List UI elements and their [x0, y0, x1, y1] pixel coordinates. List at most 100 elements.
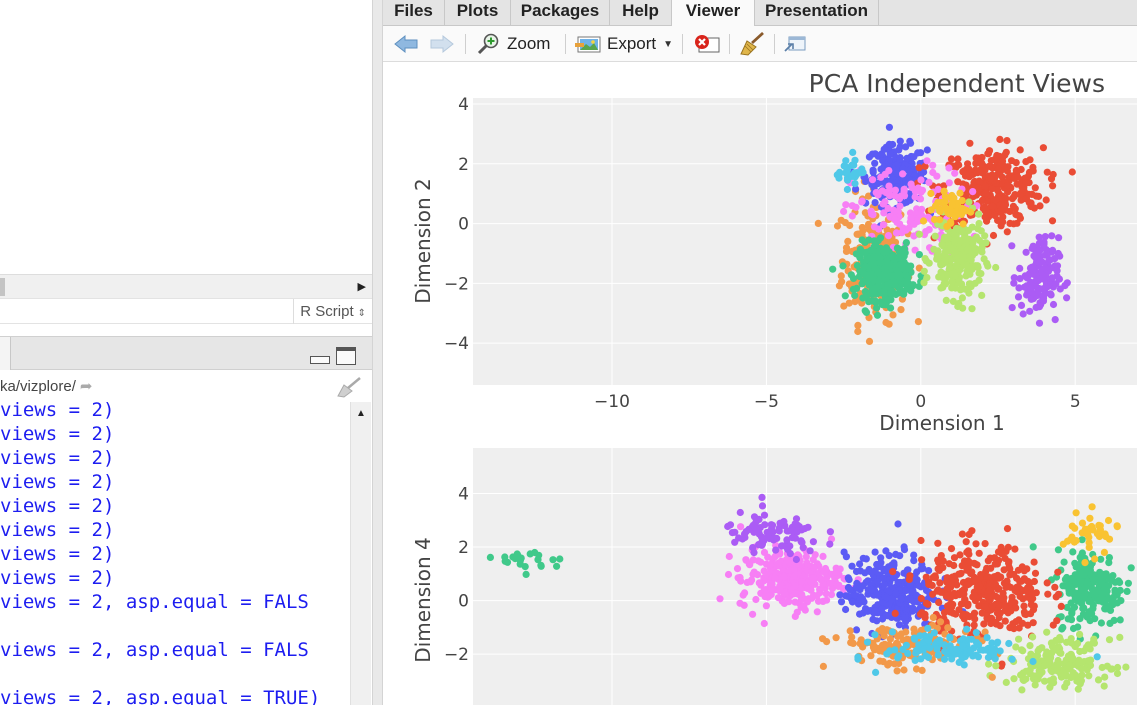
scatter-point — [875, 282, 883, 290]
tab-help[interactable]: Help — [610, 0, 672, 26]
y-tick-label: −2 — [444, 274, 469, 294]
scatter-point — [965, 558, 974, 566]
scatter-point — [833, 222, 842, 230]
clear-console-broom-icon[interactable] — [334, 376, 362, 398]
console-line: views = 2) — [0, 567, 115, 589]
scatter-point — [992, 618, 1000, 626]
scatter-point — [858, 223, 866, 232]
scatter-point — [1076, 630, 1084, 639]
scatter-point — [1105, 554, 1113, 562]
remove-viewer-button[interactable] — [693, 26, 721, 62]
y-tick-label: 2 — [458, 155, 469, 175]
scatter-point — [964, 246, 972, 254]
broom-icon — [740, 32, 764, 56]
scatter-point — [902, 143, 910, 151]
tab-files[interactable]: Files — [383, 0, 445, 26]
show-in-new-window-button[interactable] — [783, 26, 807, 62]
scatter-point — [1000, 566, 1008, 574]
scatter-point — [1097, 555, 1105, 563]
scatter-point — [965, 226, 973, 234]
scatter-point — [897, 630, 905, 638]
tab-presentation[interactable]: Presentation — [755, 0, 879, 26]
scatter-point — [877, 554, 885, 562]
filetype-selector[interactable]: R Script ⇕ — [293, 299, 366, 324]
clear-all-viewer-button[interactable] — [739, 26, 765, 62]
scatter-point — [826, 540, 834, 548]
zoom-button[interactable]: Zoom — [477, 26, 550, 62]
scatter-point — [936, 216, 944, 224]
scatter-point — [975, 602, 983, 610]
console-tab[interactable] — [0, 337, 11, 370]
scatter-point — [969, 188, 977, 196]
export-button[interactable]: Export ▼ — [575, 26, 673, 62]
scatter-point — [765, 592, 774, 600]
x-tick-label: −5 — [754, 392, 779, 412]
scatter-point — [1098, 663, 1106, 672]
export-image-icon — [575, 36, 601, 53]
console-vertical-scrollbar[interactable]: ▲ — [350, 402, 371, 705]
scatter-point — [906, 581, 914, 589]
editor-horizontal-scrollbar[interactable]: ▶ — [0, 274, 372, 298]
console-output[interactable]: views = 2) views = 2) views = 2) views =… — [0, 402, 352, 705]
scatter-point — [960, 661, 968, 669]
console-header — [0, 336, 372, 370]
scatter-point — [955, 606, 963, 614]
console-line: views = 2, asp.equal = FALS — [0, 639, 309, 661]
tab-viewer[interactable]: Viewer — [672, 0, 755, 27]
scatter-point — [933, 251, 941, 259]
scatter-point — [958, 294, 967, 302]
scatter-point — [936, 618, 945, 626]
scatter-point — [814, 219, 822, 227]
scatter-point — [916, 610, 925, 618]
scatter-point — [946, 646, 954, 654]
scatter-point — [1124, 579, 1132, 587]
scatter-point — [1108, 665, 1116, 673]
scatter-point — [846, 280, 854, 288]
scatter-point — [877, 173, 885, 181]
scroll-right-icon[interactable]: ▶ — [357, 281, 366, 293]
scatter-point — [1098, 578, 1106, 586]
y-tick-labels-bottom: −2 0 2 4 — [444, 485, 469, 666]
scatter-point — [1012, 618, 1020, 626]
plotly-figure[interactable]: PCA Independent Views −10 −5 0 5 −4 −2 0 2 4 Di… — [383, 62, 1137, 705]
go-to-directory-icon[interactable]: ➦ — [79, 378, 93, 395]
pane-splitter[interactable] — [372, 0, 383, 705]
scatter-point — [842, 201, 850, 209]
scatter-point — [1116, 616, 1124, 624]
scatter-point — [898, 229, 906, 237]
scatter-point — [1003, 577, 1011, 585]
forward-button[interactable] — [429, 26, 455, 62]
tab-packages[interactable]: Packages — [511, 0, 610, 26]
scatter-point — [833, 171, 841, 179]
minimize-pane-button[interactable] — [310, 356, 330, 364]
remove-icon — [695, 35, 720, 53]
scatter-point — [963, 625, 971, 633]
scatter-point — [1072, 589, 1080, 598]
scatter-point — [837, 598, 846, 606]
scatter-plots-svg[interactable]: PCA Independent Views −10 −5 0 5 −4 −2 0 2 4 Di… — [383, 62, 1137, 705]
scatter-point — [957, 210, 966, 218]
source-editor[interactable] — [0, 0, 372, 274]
scatter-point — [878, 301, 886, 309]
scatter-point — [978, 291, 986, 299]
scroll-up-icon[interactable]: ▲ — [356, 408, 366, 419]
scatter-point — [503, 558, 512, 566]
scatter-point — [1123, 587, 1131, 596]
scatter-point — [823, 638, 831, 646]
scatter-point — [904, 649, 912, 658]
scrollbar-thumb[interactable] — [0, 278, 5, 296]
scatter-point — [811, 551, 819, 559]
scatter-point — [848, 212, 856, 220]
scatter-point — [976, 168, 984, 176]
scatter-point — [775, 527, 783, 535]
maximize-pane-button[interactable] — [336, 347, 356, 365]
scatter-point — [950, 561, 958, 570]
scatter-point — [954, 155, 962, 163]
scatter-point — [1027, 610, 1035, 618]
scatter-point — [1049, 621, 1057, 629]
scatter-point — [883, 593, 891, 601]
scatter-point — [1008, 195, 1017, 203]
back-button[interactable] — [393, 26, 419, 62]
tab-plots[interactable]: Plots — [445, 0, 511, 26]
scatter-point — [890, 254, 898, 262]
